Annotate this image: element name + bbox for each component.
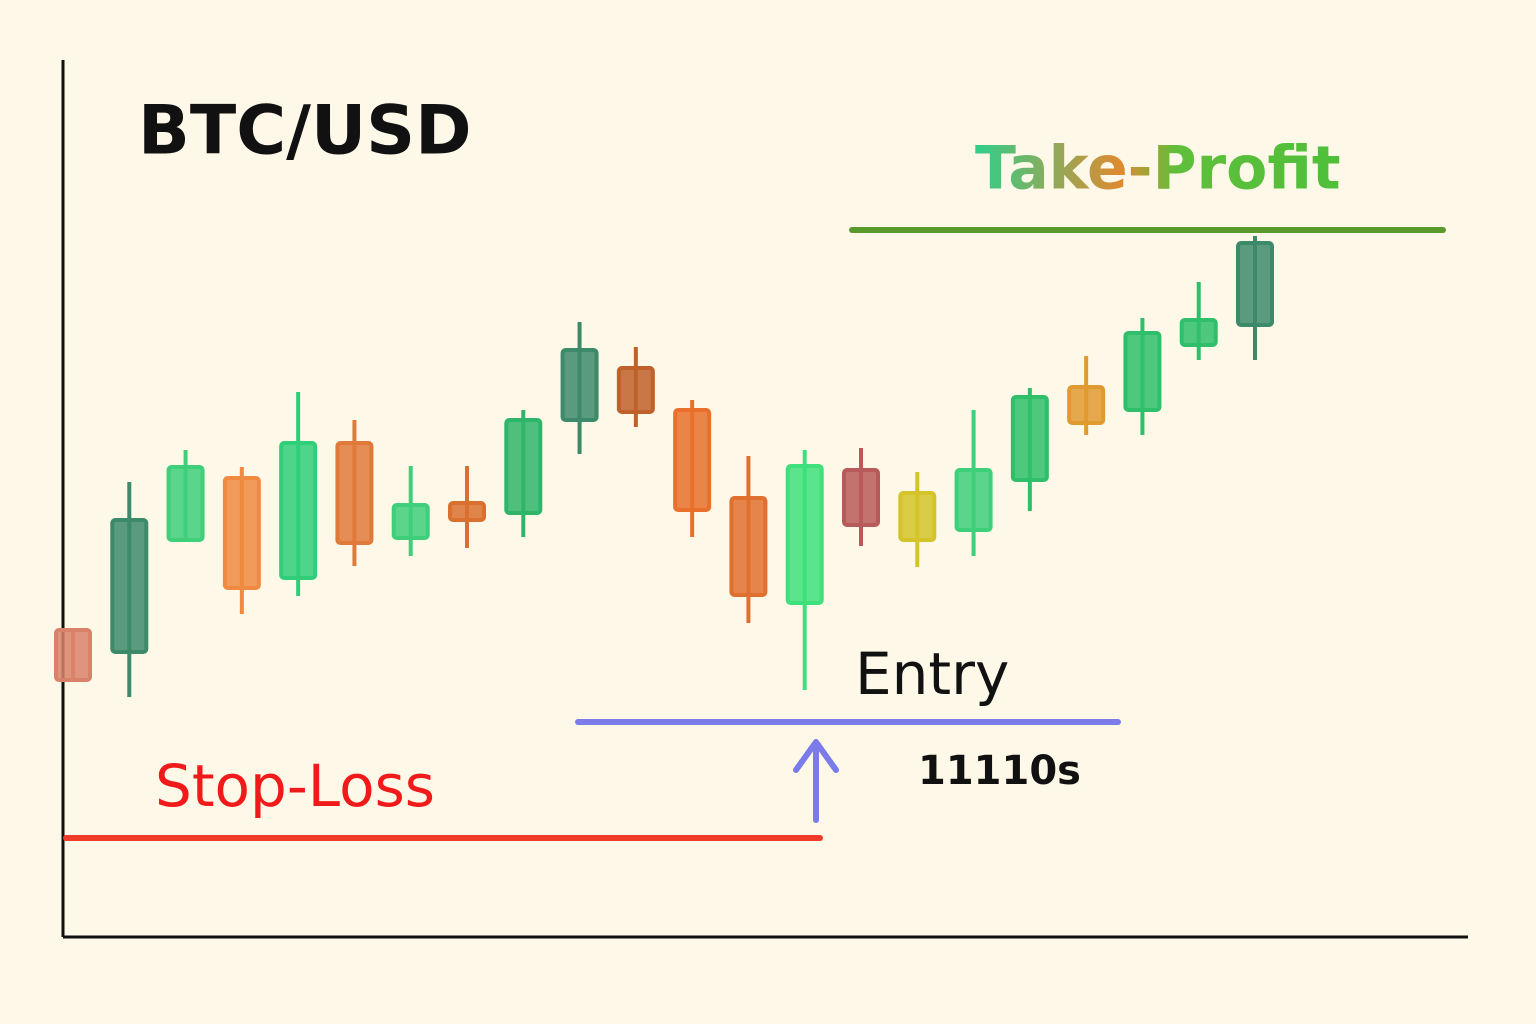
candle-body bbox=[1067, 385, 1106, 425]
candle-body bbox=[448, 501, 486, 522]
candle-body bbox=[673, 408, 712, 512]
candle-body bbox=[729, 496, 768, 597]
level-label: Entry bbox=[855, 640, 1009, 708]
candle-body bbox=[335, 441, 374, 545]
candle-body bbox=[391, 503, 430, 540]
candle-body bbox=[504, 418, 543, 515]
candle-body bbox=[279, 441, 318, 580]
candle-body bbox=[222, 476, 261, 590]
candle-body bbox=[54, 628, 92, 682]
candle-body bbox=[1010, 395, 1049, 482]
candle-body bbox=[616, 366, 655, 414]
candle-body bbox=[954, 468, 993, 532]
chart-title: BTC/USD bbox=[138, 92, 472, 171]
candle-body bbox=[898, 491, 937, 542]
candle-body bbox=[842, 468, 880, 527]
entry-arrow bbox=[793, 739, 839, 823]
candle-body bbox=[1179, 318, 1218, 347]
level-label: Take-Profit bbox=[975, 134, 1341, 204]
candle-body bbox=[785, 464, 824, 605]
candle-body bbox=[110, 518, 149, 654]
candle-body bbox=[560, 348, 599, 422]
candle-body bbox=[1123, 331, 1162, 412]
annotation: 11110s bbox=[918, 748, 1081, 794]
candle-body bbox=[166, 465, 205, 542]
candle-body bbox=[1236, 241, 1274, 327]
level-label: Stop-Loss bbox=[155, 752, 435, 820]
